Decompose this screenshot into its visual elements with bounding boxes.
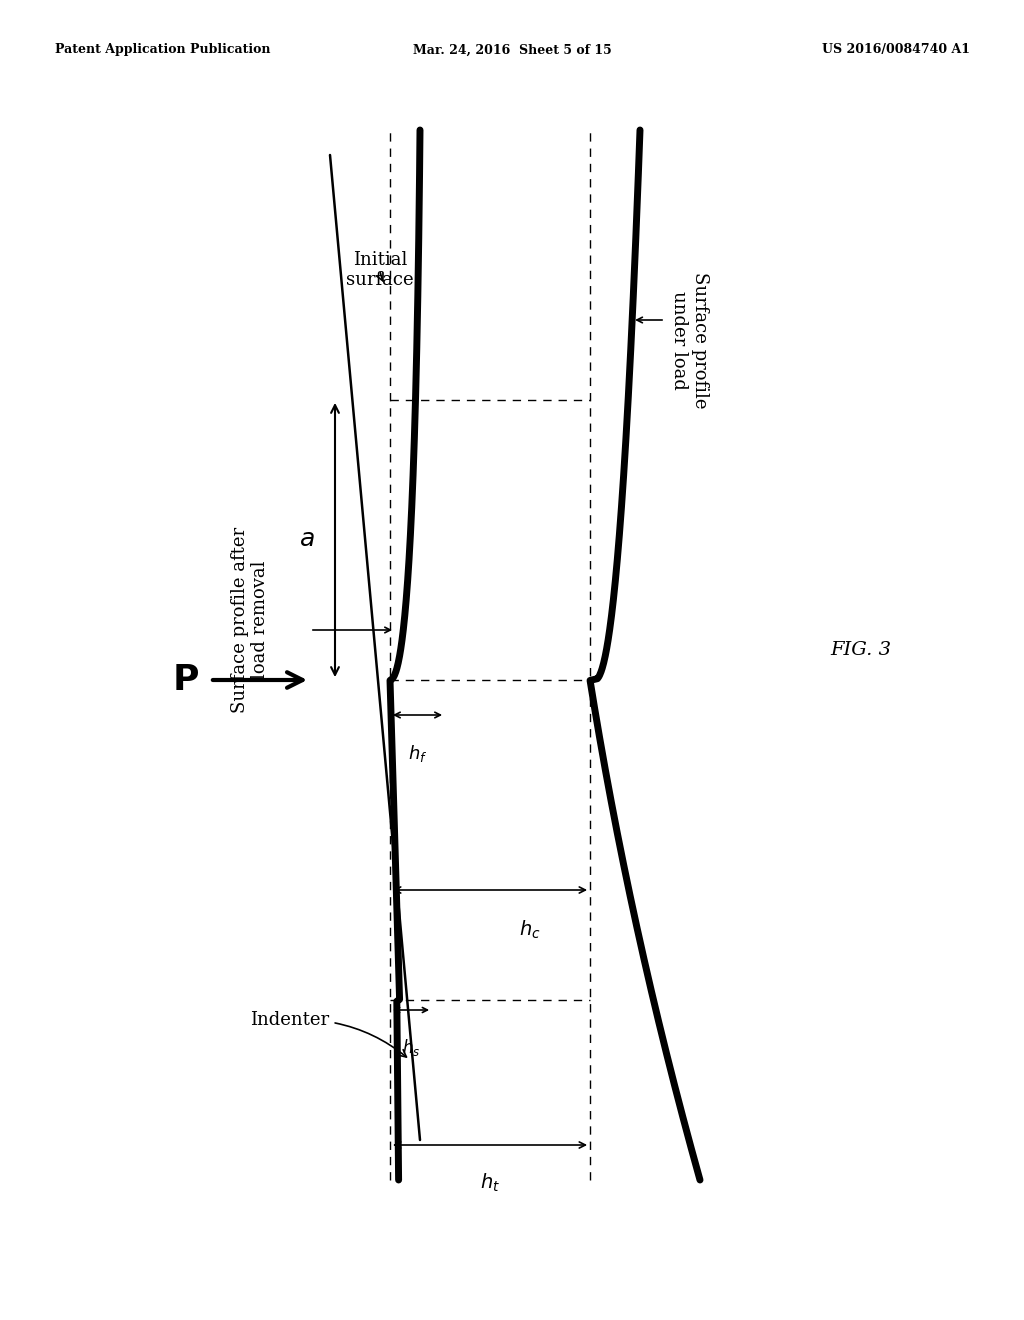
Text: FIG. 3: FIG. 3 (830, 642, 891, 659)
Text: $a$: $a$ (299, 528, 314, 552)
Text: Mar. 24, 2016  Sheet 5 of 15: Mar. 24, 2016 Sheet 5 of 15 (413, 44, 611, 57)
Text: Surface profile
under load: Surface profile under load (670, 272, 709, 408)
Text: $\mathbf{P}$: $\mathbf{P}$ (171, 663, 199, 697)
Text: Indenter: Indenter (251, 1011, 407, 1057)
Text: $h_t$: $h_t$ (480, 1172, 500, 1195)
Text: $h_f$: $h_f$ (408, 742, 427, 763)
Text: Patent Application Publication: Patent Application Publication (55, 44, 270, 57)
Text: $h_s$: $h_s$ (401, 1038, 420, 1059)
Text: Initial
surface: Initial surface (346, 251, 414, 289)
Text: US 2016/0084740 A1: US 2016/0084740 A1 (822, 44, 970, 57)
Text: Surface profile after
load removal: Surface profile after load removal (230, 527, 269, 713)
Text: $h_c$: $h_c$ (519, 919, 541, 941)
